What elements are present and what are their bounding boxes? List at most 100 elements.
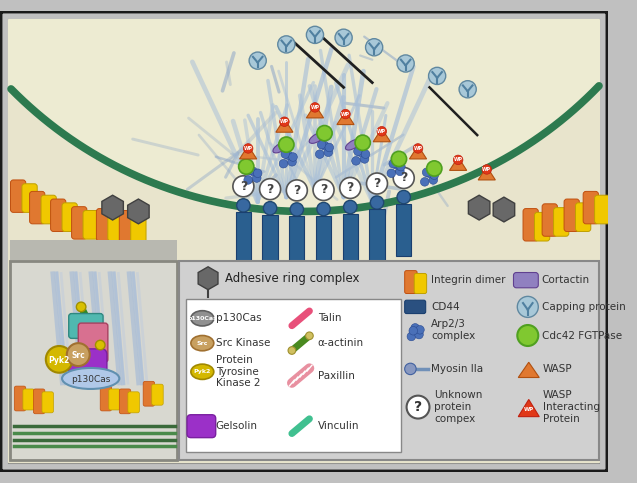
Text: WASP
Interacting
Protein: WASP Interacting Protein: [543, 390, 600, 424]
Polygon shape: [240, 145, 257, 159]
Circle shape: [317, 126, 332, 141]
FancyBboxPatch shape: [554, 208, 569, 236]
FancyBboxPatch shape: [119, 211, 134, 243]
FancyBboxPatch shape: [69, 349, 107, 381]
Ellipse shape: [62, 368, 119, 389]
Polygon shape: [10, 240, 176, 261]
Text: Arp2/3
complex: Arp2/3 complex: [431, 319, 476, 341]
Circle shape: [392, 160, 401, 169]
Text: Unknown
protein
compex: Unknown protein compex: [434, 390, 483, 424]
Polygon shape: [373, 128, 390, 142]
Circle shape: [279, 159, 288, 168]
Text: WP: WP: [280, 119, 289, 124]
Text: Src: Src: [71, 351, 85, 360]
FancyBboxPatch shape: [108, 213, 123, 241]
FancyBboxPatch shape: [128, 392, 140, 413]
Circle shape: [427, 161, 442, 176]
Circle shape: [315, 150, 324, 158]
Text: p130Cas: p130Cas: [216, 313, 261, 323]
Polygon shape: [8, 86, 599, 462]
Circle shape: [324, 148, 333, 156]
Circle shape: [335, 29, 352, 46]
Circle shape: [366, 39, 383, 56]
Text: Talin: Talin: [318, 313, 341, 323]
Polygon shape: [519, 399, 540, 417]
Circle shape: [459, 81, 476, 98]
FancyBboxPatch shape: [404, 300, 426, 313]
Text: WP: WP: [413, 146, 422, 151]
Circle shape: [286, 180, 307, 201]
Circle shape: [320, 142, 329, 150]
Text: p130Cas: p130Cas: [71, 375, 110, 384]
Circle shape: [377, 127, 387, 136]
FancyBboxPatch shape: [187, 415, 216, 438]
FancyBboxPatch shape: [131, 214, 146, 243]
Bar: [10, 261, 176, 460]
Ellipse shape: [309, 132, 324, 143]
FancyBboxPatch shape: [404, 270, 417, 294]
Circle shape: [244, 176, 252, 184]
FancyBboxPatch shape: [564, 199, 579, 231]
Circle shape: [409, 327, 418, 335]
Circle shape: [239, 159, 254, 174]
Circle shape: [243, 143, 253, 153]
Polygon shape: [337, 111, 354, 125]
Text: WP: WP: [341, 112, 350, 116]
FancyBboxPatch shape: [414, 273, 427, 294]
Circle shape: [361, 150, 370, 158]
Polygon shape: [519, 362, 540, 378]
Text: ?: ?: [266, 183, 274, 196]
FancyBboxPatch shape: [14, 386, 25, 411]
FancyBboxPatch shape: [33, 389, 45, 414]
Ellipse shape: [345, 139, 361, 150]
FancyBboxPatch shape: [583, 191, 598, 224]
Text: Protein
Tyrosine
Kinase 2: Protein Tyrosine Kinase 2: [216, 355, 260, 388]
Text: WP: WP: [243, 146, 253, 151]
Bar: [396, 204, 412, 256]
Text: Pyk2: Pyk2: [48, 356, 70, 365]
Text: Adhesive ring complex: Adhesive ring complex: [225, 272, 360, 285]
FancyBboxPatch shape: [62, 203, 77, 231]
Circle shape: [413, 143, 423, 153]
Text: ?: ?: [320, 184, 327, 197]
Circle shape: [306, 26, 324, 43]
Circle shape: [429, 176, 438, 184]
Circle shape: [426, 169, 434, 178]
Circle shape: [340, 177, 361, 199]
Circle shape: [354, 147, 362, 156]
Circle shape: [317, 202, 330, 216]
Polygon shape: [450, 157, 467, 170]
Circle shape: [361, 155, 369, 163]
FancyBboxPatch shape: [71, 207, 87, 239]
Circle shape: [260, 179, 281, 199]
Polygon shape: [478, 167, 496, 180]
Text: Gelsolin: Gelsolin: [216, 421, 258, 431]
Circle shape: [288, 347, 296, 355]
Circle shape: [389, 159, 397, 168]
Text: WP: WP: [454, 157, 462, 162]
Circle shape: [517, 325, 538, 346]
Circle shape: [279, 137, 294, 152]
Circle shape: [254, 169, 262, 178]
Circle shape: [404, 363, 416, 375]
Ellipse shape: [191, 336, 214, 351]
FancyBboxPatch shape: [109, 389, 120, 410]
Circle shape: [370, 196, 383, 209]
Text: WP: WP: [310, 105, 320, 110]
Polygon shape: [8, 20, 599, 212]
Text: CD44: CD44: [431, 302, 460, 312]
Circle shape: [357, 148, 365, 156]
Circle shape: [406, 396, 429, 419]
FancyBboxPatch shape: [10, 180, 25, 213]
Circle shape: [517, 297, 538, 317]
Circle shape: [407, 332, 416, 341]
Circle shape: [249, 52, 266, 69]
FancyBboxPatch shape: [0, 11, 608, 472]
Circle shape: [420, 178, 429, 186]
Circle shape: [237, 199, 250, 212]
Circle shape: [317, 141, 326, 149]
Circle shape: [355, 135, 370, 150]
Bar: [369, 209, 385, 262]
FancyBboxPatch shape: [100, 386, 111, 411]
FancyBboxPatch shape: [96, 209, 111, 241]
